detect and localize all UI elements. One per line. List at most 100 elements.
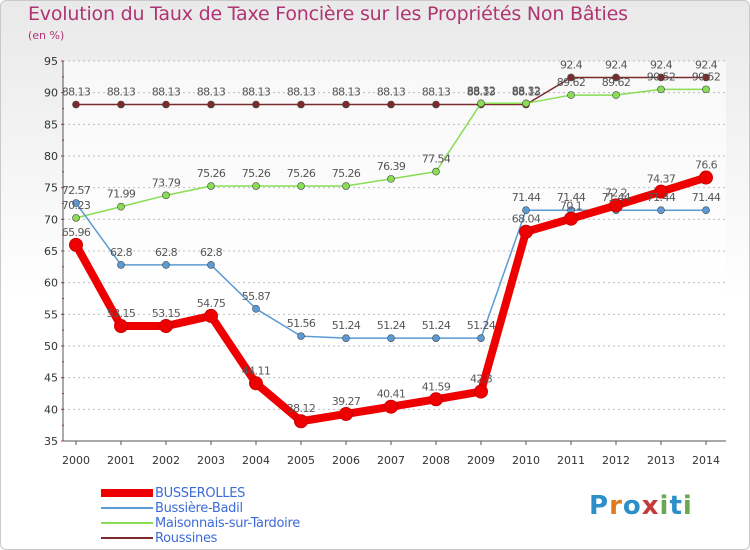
data-point-roussines bbox=[252, 100, 260, 109]
data-point-maisonnais-sur-tardoire bbox=[207, 182, 215, 190]
y-tick-label: 35 bbox=[44, 435, 58, 448]
legend-label: Maisonnais-sur-Tardoire bbox=[155, 516, 300, 531]
data-point-busserolles bbox=[654, 184, 668, 199]
data-label-layer: 88.13 88.13 88.13 88.13 88.13 88.13 88.13 88.13… bbox=[62, 58, 722, 415]
data-label-busserolles: 53.15 bbox=[152, 307, 181, 320]
x-tick-label: 2004 bbox=[242, 454, 270, 467]
data-point-roussines bbox=[117, 100, 125, 109]
x-tick-label: 2002 bbox=[152, 454, 180, 467]
data-label-maisonnais-sur-tardoire: 73.79 bbox=[152, 176, 181, 189]
logo-letter: o bbox=[622, 491, 642, 521]
data-label-bussi-re-badil: 72.57 bbox=[62, 184, 91, 197]
x-tick-label: 2009 bbox=[467, 454, 495, 467]
data-label-busserolles: 44.11 bbox=[242, 364, 271, 377]
data-label-maisonnais-sur-tardoire: 75.26 bbox=[242, 167, 271, 180]
data-label-busserolles: 53.15 bbox=[107, 307, 136, 320]
x-tick-label: 2012 bbox=[602, 454, 630, 467]
data-point-maisonnais-sur-tardoire bbox=[612, 91, 620, 99]
data-label-bussi-re-badil: 62.8 bbox=[155, 246, 178, 259]
data-label-roussines: 88.13 bbox=[287, 86, 316, 99]
data-point-maisonnais-sur-tardoire bbox=[162, 191, 170, 200]
data-label-bussi-re-badil: 55.87 bbox=[242, 290, 271, 303]
data-label-maisonnais-sur-tardoire: 70.23 bbox=[62, 199, 91, 212]
data-point-maisonnais-sur-tardoire bbox=[702, 85, 710, 94]
data-point-busserolles bbox=[294, 414, 308, 429]
data-label-bussi-re-badil: 51.24 bbox=[467, 319, 496, 332]
x-tick-label: 2013 bbox=[647, 454, 675, 467]
data-label-busserolles: 65.96 bbox=[62, 226, 91, 239]
data-point-bussi-re-badil bbox=[117, 261, 125, 269]
x-tick-label: 2003 bbox=[197, 454, 225, 467]
data-label-busserolles: 72.2 bbox=[605, 186, 627, 199]
y-tick-label: 45 bbox=[44, 372, 58, 385]
logo-letter: t bbox=[669, 491, 683, 521]
y-tick-label: 95 bbox=[44, 55, 58, 68]
data-point-roussines bbox=[702, 73, 710, 82]
y-tick-label: 70 bbox=[44, 213, 58, 226]
data-label-bussi-re-badil: 51.24 bbox=[377, 319, 406, 332]
data-label-bussi-re-badil: 71.44 bbox=[647, 191, 676, 204]
chart-title: Evolution du Taux de Taxe Foncière sur l… bbox=[28, 3, 628, 25]
data-label-bussi-re-badil: 51.24 bbox=[422, 319, 451, 332]
y-tick-label: 50 bbox=[44, 340, 58, 353]
logo-letter: r bbox=[609, 491, 623, 521]
x-tick-label: 2014 bbox=[692, 454, 720, 467]
x-tick-label: 2006 bbox=[332, 454, 360, 467]
data-label-maisonnais-sur-tardoire: 88.32 bbox=[512, 84, 541, 97]
data-point-bussi-re-badil bbox=[522, 206, 530, 215]
legend-label: Bussière-Badil bbox=[155, 501, 243, 516]
logo-letter: i bbox=[659, 491, 670, 521]
x-tick-label: 2008 bbox=[422, 454, 450, 467]
x-tick-label: 2000 bbox=[62, 454, 90, 467]
data-point-bussi-re-badil bbox=[702, 206, 710, 215]
series-layer bbox=[69, 73, 713, 429]
data-label-roussines: 88.13 bbox=[62, 86, 91, 99]
data-label-busserolles: 68.04 bbox=[512, 213, 541, 226]
data-point-roussines bbox=[162, 100, 170, 109]
data-label-maisonnais-sur-tardoire: 89.62 bbox=[557, 76, 586, 89]
data-point-roussines bbox=[342, 100, 350, 109]
data-label-roussines: 92.4 bbox=[605, 58, 628, 71]
data-point-bussi-re-badil bbox=[432, 334, 440, 342]
data-point-bussi-re-badil bbox=[657, 206, 665, 215]
proxiti-logo: Proxiti bbox=[589, 491, 693, 521]
data-point-maisonnais-sur-tardoire bbox=[342, 182, 350, 190]
data-point-maisonnais-sur-tardoire bbox=[477, 99, 485, 108]
data-label-busserolles: 70.1 bbox=[560, 200, 582, 213]
data-label-bussi-re-badil: 51.24 bbox=[332, 319, 361, 332]
data-point-busserolles bbox=[339, 406, 353, 421]
data-label-busserolles: 54.75 bbox=[197, 297, 226, 310]
data-label-roussines: 92.4 bbox=[560, 58, 583, 71]
x-tick-label: 2007 bbox=[377, 454, 405, 467]
data-point-maisonnais-sur-tardoire bbox=[387, 175, 395, 183]
data-label-busserolles: 40.41 bbox=[377, 388, 406, 401]
data-point-busserolles bbox=[474, 384, 488, 399]
x-tick-label: 2011 bbox=[557, 454, 585, 467]
y-tick-label: 90 bbox=[44, 87, 58, 100]
data-point-busserolles bbox=[114, 319, 128, 334]
data-label-maisonnais-sur-tardoire: 89.62 bbox=[602, 76, 631, 89]
data-label-bussi-re-badil: 71.44 bbox=[557, 191, 586, 204]
data-label-roussines: 88.13 bbox=[467, 86, 496, 99]
data-point-roussines bbox=[387, 100, 395, 109]
data-label-busserolles: 39.27 bbox=[332, 395, 361, 408]
data-label-busserolles: 38.12 bbox=[287, 402, 316, 415]
data-point-bussi-re-badil bbox=[72, 199, 80, 207]
data-point-bussi-re-badil bbox=[252, 305, 260, 313]
data-point-maisonnais-sur-tardoire bbox=[297, 182, 305, 190]
data-label-maisonnais-sur-tardoire: 88.32 bbox=[467, 84, 496, 97]
data-point-busserolles bbox=[69, 237, 83, 252]
axes-layer: 35 40 45 50 55 60 65 70 75 80 85 90 95 2000 2001 2002 20… bbox=[44, 55, 726, 467]
data-point-maisonnais-sur-tardoire bbox=[252, 182, 260, 190]
data-label-maisonnais-sur-tardoire: 75.26 bbox=[287, 167, 316, 180]
y-tick-label: 40 bbox=[44, 403, 58, 416]
logo-letter: x bbox=[641, 491, 660, 521]
data-point-busserolles bbox=[429, 392, 443, 407]
data-point-roussines bbox=[432, 100, 440, 109]
data-label-maisonnais-sur-tardoire: 76.39 bbox=[377, 160, 406, 173]
data-label-bussi-re-badil: 51.56 bbox=[287, 317, 316, 330]
data-point-maisonnais-sur-tardoire bbox=[432, 167, 440, 176]
data-label-roussines: 88.13 bbox=[377, 86, 406, 99]
